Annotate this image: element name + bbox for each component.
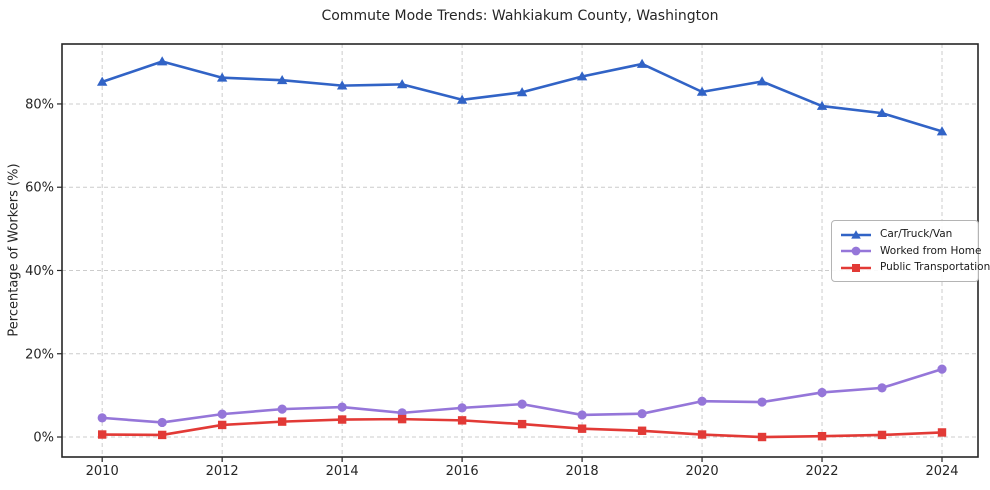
marker-public-transportation <box>217 420 227 430</box>
legend-item-public-transportation: Public Transportation <box>840 262 990 274</box>
marker-car-truck-van <box>756 76 768 86</box>
marker-worked-from-home <box>877 383 887 393</box>
marker-car-truck-van <box>336 80 348 90</box>
marker-car-truck-van <box>936 126 948 136</box>
chart-title: Commute Mode Trends: Wahkiakum County, W… <box>321 8 719 24</box>
x-tick-label: 2014 <box>326 464 359 479</box>
legend: Car/Truck/Van Worked from Home Public Tran… <box>831 220 990 282</box>
marker-worked-from-home <box>217 409 227 419</box>
marker-car-truck-van <box>456 94 468 104</box>
series-line-worked-from-home <box>100 367 944 424</box>
marker-public-transportation <box>757 432 767 442</box>
marker-public-transportation <box>97 430 107 439</box>
marker-public-transportation <box>397 414 407 424</box>
x-tick-label: 2024 <box>925 464 958 479</box>
marker-worked-from-home <box>337 402 347 412</box>
marker-public-transportation <box>937 428 947 437</box>
marker-public-transportation <box>637 426 647 435</box>
series-line-car-truck-van <box>100 60 944 133</box>
x-tick-label: 2010 <box>86 464 119 479</box>
marker-car-truck-van <box>636 58 648 68</box>
legend-item-worked-from-home: Worked from Home <box>840 245 981 257</box>
marker-worked-from-home <box>697 396 707 406</box>
x-tick-label: 2022 <box>805 464 838 479</box>
x-tick-label: 2016 <box>446 464 479 479</box>
marker-worked-from-home <box>277 404 287 414</box>
marker-worked-from-home <box>637 409 647 419</box>
marker-car-truck-van <box>516 87 528 97</box>
legend-label: Car/Truck/Van <box>880 228 953 241</box>
y-tick-label: 0% <box>33 431 54 446</box>
legend-square-marker-icon <box>841 263 871 272</box>
marker-car-truck-van <box>876 107 888 118</box>
legend-triangle-marker-icon <box>841 229 871 239</box>
marker-public-transportation <box>697 430 707 439</box>
marker-worked-from-home <box>757 397 767 407</box>
y-axis-label: Percentage of Workers (%) <box>6 163 22 337</box>
legend-item-car-truck-van: Car/Truck/Van <box>840 229 970 241</box>
y-tick-label: 80% <box>25 97 54 112</box>
marker-public-transportation <box>817 431 827 441</box>
legend-label: Worked from Home <box>880 244 982 257</box>
marker-worked-from-home <box>517 399 527 409</box>
marker-worked-from-home <box>457 403 467 413</box>
marker-public-transportation <box>877 430 887 440</box>
marker-public-transportation <box>577 424 587 433</box>
legend-circle-marker-icon <box>841 246 871 256</box>
x-tick-label: 2012 <box>206 464 239 479</box>
x-tick-label: 2020 <box>686 464 719 479</box>
marker-public-transportation <box>337 415 347 424</box>
marker-car-truck-van <box>396 79 408 89</box>
marker-car-truck-van <box>156 56 168 66</box>
x-tick-label: 2018 <box>566 464 599 479</box>
marker-car-truck-van <box>696 86 708 96</box>
marker-worked-from-home <box>157 417 167 428</box>
legend-label: Public Transportation <box>880 261 990 274</box>
marker-worked-from-home <box>97 413 107 423</box>
marker-worked-from-home <box>577 410 587 420</box>
marker-car-truck-van <box>576 71 588 81</box>
marker-car-truck-van <box>816 100 828 110</box>
marker-public-transportation <box>517 419 527 429</box>
marker-public-transportation <box>277 417 287 426</box>
marker-car-truck-van <box>216 72 228 82</box>
marker-public-transportation <box>457 416 467 425</box>
y-tick-label: 60% <box>25 181 54 196</box>
marker-car-truck-van <box>276 75 288 85</box>
y-tick-label: 20% <box>25 347 54 362</box>
y-tick-label: 40% <box>25 264 54 279</box>
marker-worked-from-home <box>937 364 947 374</box>
marker-public-transportation <box>157 430 167 440</box>
marker-car-truck-van <box>96 76 108 86</box>
marker-worked-from-home <box>817 387 827 398</box>
